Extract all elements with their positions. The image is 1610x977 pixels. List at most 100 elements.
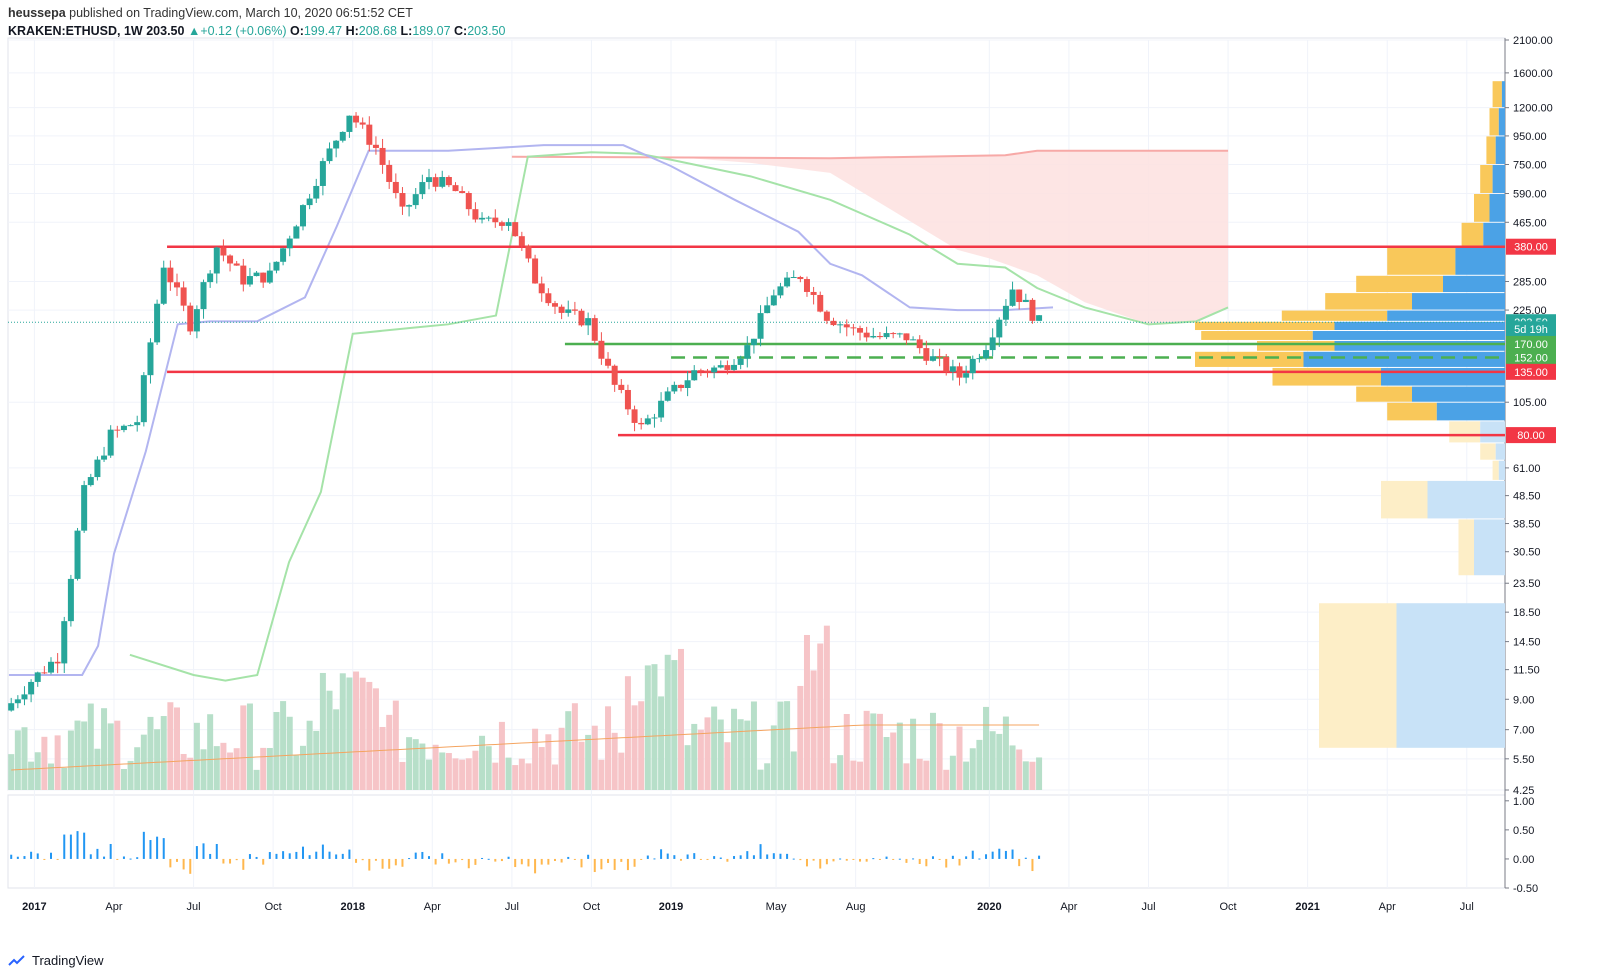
candle-body [963,373,970,378]
price-badge-label: 135.00 [1514,367,1548,379]
y-tick-label: 225.00 [1513,305,1547,317]
volume-bar [784,701,791,790]
volume-bar [929,712,936,790]
volume-bar [246,703,253,790]
volume-bar [114,720,121,790]
candle-body [697,370,704,372]
candle-body [916,339,923,349]
candle-body [989,337,996,351]
volume-bar [213,746,220,790]
volume-bar [406,737,413,790]
candle-body [943,356,950,372]
osc-bar [381,858,384,869]
volume-bar [558,727,565,790]
osc-bar [374,858,377,861]
volume-bar [969,748,976,790]
candle-body [253,272,260,277]
volume-profile-down [1356,275,1443,293]
osc-bar [852,858,855,860]
osc-bar [202,843,205,859]
candle-body [830,320,837,326]
ohlc-line: KRAKEN:ETHUSD, 1W 203.50 ▲+0.12 (+0.06%)… [8,22,505,40]
price-badge-label: 5d 19h [1514,324,1548,336]
candle-body [167,267,174,283]
volume-bar [532,728,539,790]
candle-body [154,303,161,343]
volume-bar [14,730,21,790]
tradingview-brand[interactable]: TradingView [32,953,104,968]
volume-bar [160,716,167,790]
price-chart[interactable]: 2017 Apr Jul Oct 2018 Apr Jul Oct 2019 May Aug 2020… [0,0,1610,950]
candle-body [101,455,108,460]
osc-bar [633,858,636,867]
candle-body [565,309,572,313]
low-value: 189.07 [412,24,451,38]
osc-bar [36,853,39,859]
y-tick-label: 18.50 [1513,607,1541,619]
candle-body [618,384,625,390]
x-tick-label: Oct [265,901,282,913]
volume-bar [717,719,724,790]
author[interactable]: heussepa [8,6,66,20]
candle-body [134,422,141,426]
candle-body [737,358,744,365]
price-badge-label: 152.00 [1514,352,1548,364]
symbol[interactable]: KRAKEN:ETHUSD, 1W [8,24,143,38]
osc-bar [978,858,981,860]
osc-bar [1004,850,1007,859]
candle-body [127,425,134,427]
volume-bar [333,709,340,790]
osc-bar [825,858,828,865]
volume-bar [472,750,479,790]
candle-body [910,339,917,341]
volume-bar [34,752,41,790]
volume-bar [750,701,757,790]
osc-bar [752,855,755,859]
osc-bar [607,858,610,863]
candle-body [472,209,479,220]
volume-bar [61,767,68,790]
volume-bar [823,625,830,790]
osc-bar [839,858,842,860]
volume-bar [107,723,114,790]
osc-bar [872,858,875,860]
high-value: 208.68 [358,24,398,38]
candle-body [578,310,585,326]
close-value: 203.50 [467,24,506,38]
volume-bar [253,769,260,790]
volume-profile-up [1443,275,1505,293]
y-tick-label: 23.50 [1513,578,1541,590]
volume-bar [803,634,810,790]
volume-bar [704,717,711,790]
candle-body [691,370,698,381]
candle-body [14,699,21,704]
volume-bar [101,708,108,790]
candle-body [936,356,943,358]
osc-bar [63,834,66,859]
candle-body [87,477,94,486]
osc-bar [89,854,92,859]
osc-bar [878,858,881,860]
volume-bar [731,708,738,790]
candle-body [213,247,220,274]
osc-bar [454,858,457,863]
candle-body [207,273,214,283]
osc-bar [301,846,304,859]
candle-body [1009,289,1016,306]
volume-bar [459,759,466,790]
volume-bar [425,759,432,790]
candle-body [326,148,333,162]
candle-body [1002,305,1009,320]
candle-body [538,283,545,294]
osc-bar [560,858,563,863]
osc-bar [925,858,928,867]
osc-bar [653,858,656,860]
osc-bar [109,843,112,859]
volume-bar [664,654,671,790]
volume-profile-up [1455,247,1505,275]
osc-bar [507,856,510,859]
osc-bar [222,858,225,864]
volume-bar [313,730,320,790]
osc-bar [1024,857,1027,859]
volume-bar [227,752,234,790]
